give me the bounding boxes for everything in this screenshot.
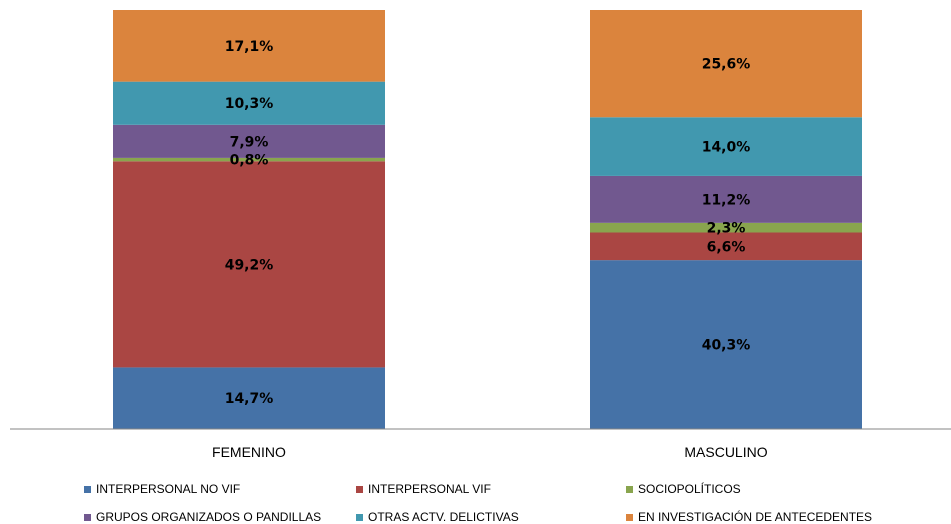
legend-swatch-otras-actv-delictivas <box>356 513 363 521</box>
bars-layer <box>113 10 862 429</box>
data-label-masculino-sociopoliticos: 2,3% <box>707 221 746 237</box>
legend-swatch-interpersonal-no-vif <box>84 485 91 493</box>
legend-item-interpersonal-no-vif: INTERPERSONAL NO VIF <box>84 482 240 496</box>
bar-segment-masculino-otras-actv-delictivas <box>590 117 862 176</box>
bar-segment-masculino-grupos-organizados-o-pandillas <box>590 175 862 223</box>
legend-item-interpersonal-vif: INTERPERSONAL VIF <box>356 482 491 496</box>
data-label-femenino-otras-actv-delictivas: 10,3% <box>225 96 274 112</box>
data-label-femenino-interpersonal-vif: 49,2% <box>225 257 274 273</box>
legend-item-sociopoliticos: SOCIOPOLÍTICOS <box>626 482 741 496</box>
data-label-femenino-grupos-organizados-o-pandillas: 7,9% <box>230 134 269 150</box>
bar-segment-masculino-interpersonal-vif <box>590 232 862 261</box>
category-label-femenino: FEMENINO <box>212 444 286 460</box>
bar-segment-masculino-sociopoliticos <box>590 222 862 233</box>
legend-swatch-sociopoliticos <box>626 485 633 493</box>
data-label-femenino-en-investigacion-de-antecedentes: 17,1% <box>225 39 274 55</box>
data-label-masculino-otras-actv-delictivas: 14,0% <box>702 140 751 156</box>
legend-label: EN INVESTIGACIÓN DE ANTECEDENTES <box>638 510 873 524</box>
legend-label: INTERPERSONAL NO VIF <box>96 482 241 496</box>
bar-segment-femenino-interpersonal-vif <box>113 161 385 368</box>
bar-segment-femenino-grupos-organizados-o-pandillas <box>113 124 385 158</box>
legend-swatch-en-investigacion <box>626 513 633 521</box>
data-label-masculino-grupos-organizados-o-pandillas: 11,2% <box>702 192 751 208</box>
bar-segment-femenino-sociopoliticos <box>113 157 385 162</box>
data-labels-layer: 14,7% 49,2% 0,8% 7,9% 10,3% 17,1% 40,3% 6,6% 2,3… <box>225 39 751 407</box>
legend-swatch-grupos-organizados <box>84 513 91 521</box>
bar-segment-masculino-en-investigacion-de-antecedentes <box>590 10 862 118</box>
legend-label: INTERPERSONAL VIF <box>368 482 491 496</box>
data-label-masculino-en-investigacion-de-antecedentes: 25,6% <box>702 57 751 73</box>
legend-item-grupos-organizados: GRUPOS ORGANIZADOS O PANDILLAS <box>84 510 321 524</box>
data-label-masculino-interpersonal-no-vif: 40,3% <box>702 338 751 354</box>
bar-segment-masculino-interpersonal-no-vif <box>590 260 862 429</box>
legend-label: SOCIOPOLÍTICOS <box>638 482 741 496</box>
legend-item-otras-actv-delictivas: OTRAS ACTV. DELICTIVAS <box>356 510 519 524</box>
bar-segment-femenino-interpersonal-no-vif <box>113 367 385 429</box>
legend-label: OTRAS ACTV. DELICTIVAS <box>368 510 519 524</box>
data-label-masculino-interpersonal-vif: 6,6% <box>707 239 746 255</box>
bar-segment-femenino-otras-actv-delictivas <box>113 81 385 125</box>
stacked-bar-chart: 14,7% 49,2% 0,8% 7,9% 10,3% 17,1% 40,3% 6,6% 2,3… <box>10 10 951 460</box>
legend: INTERPERSONAL NO VIF INTERPERSONAL VIF S… <box>0 478 951 524</box>
legend-item-en-investigacion: EN INVESTIGACIÓN DE ANTECEDENTES <box>626 510 872 524</box>
data-label-femenino-sociopoliticos: 0,8% <box>230 153 269 169</box>
data-label-femenino-interpersonal-no-vif: 14,7% <box>225 391 274 407</box>
category-label-masculino: MASCULINO <box>684 444 767 460</box>
legend-swatch-interpersonal-vif <box>356 485 363 493</box>
legend-label: GRUPOS ORGANIZADOS O PANDILLAS <box>96 510 322 524</box>
bar-segment-femenino-en-investigacion-de-antecedentes <box>113 10 385 82</box>
